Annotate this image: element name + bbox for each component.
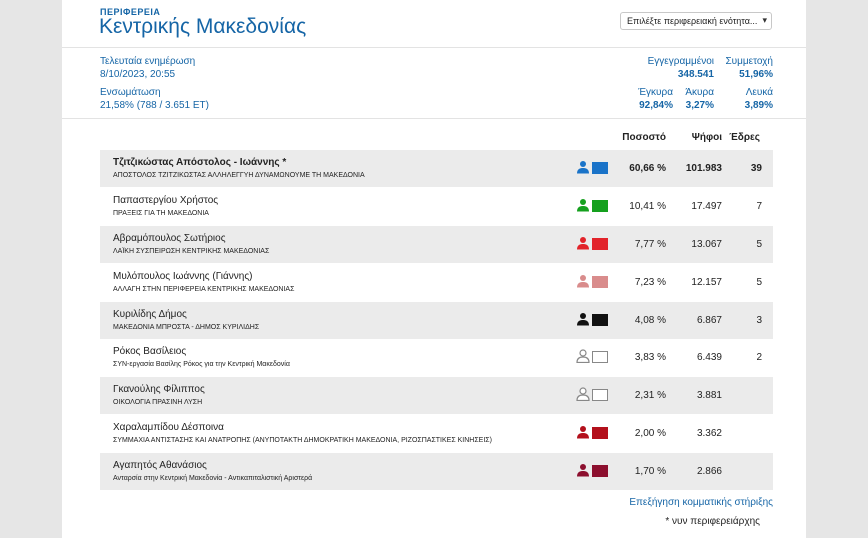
registered-label: Εγγεγραμμένοι: [647, 56, 714, 67]
chevron-down-icon: ▾: [762, 15, 767, 25]
divider: [62, 118, 806, 119]
percent-cell: 7,23 %: [634, 277, 666, 288]
party-support-link[interactable]: Επεξήγηση κομματικής στήριξης: [629, 497, 773, 508]
seats-cell: 5: [756, 277, 762, 288]
table-row[interactable]: Γκανούλης Φίλιππος ΟΙΚΟΛΟΓΙΑ ΠΡΑΣΙΝΗ ΛΥΣΗ…: [100, 377, 773, 414]
candidate-name: Αβραμόπουλος Σωτήριος: [113, 233, 226, 244]
region-unit-select[interactable]: Επιλέξτε περιφερειακή ενότητα... ▾: [620, 12, 772, 30]
party-name: ΑΛΛΑΓΗ ΣΤΗΝ ΠΕΡΙΦΕΡΕΙΑ ΚΕΝΤΡΙΚΗΣ ΜΑΚΕΔΟΝ…: [113, 286, 295, 293]
table-row[interactable]: Αγαπητός Αθανάσιος Ανταρσία στην Κεντρική…: [100, 453, 773, 490]
region-label: Περιφερεια: [100, 7, 161, 17]
candidate-name: Κυριλίδης Δήμος: [113, 309, 187, 320]
counted-label: Ενσωμάτωση: [100, 87, 161, 98]
percent-cell: 2,31 %: [634, 390, 666, 401]
footnote: * νυν περιφερειάρχης: [665, 516, 760, 527]
table-row[interactable]: Αβραμόπουλος Σωτήριος ΛΑΪΚΗ ΣΥΣΠΕΙΡΩΣΗ ΚΕ…: [100, 226, 773, 263]
turnout-label: Συμμετοχή: [725, 56, 773, 67]
percent-cell: 3,83 %: [634, 352, 666, 363]
votes-cell: 101.983: [685, 163, 722, 174]
votes-cell: 17.497: [691, 201, 722, 212]
table-row[interactable]: Μυλόπουλος Ιωάννης (Γιάννης) ΑΛΛΑΓΗ ΣΤΗΝ …: [100, 264, 773, 301]
votes-cell: 13.067: [691, 239, 722, 250]
candidate-name: Ρόκος Βασίλειος: [113, 346, 187, 357]
party-color-swatch: [592, 465, 608, 477]
counted-value: 21,58% (788 / 3.651 ΕΤ): [100, 100, 209, 111]
region-unit-select-value: Επιλέξτε περιφερειακή ενότητα...: [627, 16, 758, 26]
blank-label: Λευκά: [745, 87, 773, 98]
seats-cell: 5: [756, 239, 762, 250]
party-name: ΣΥΝ-εργασία Βασίλης Ρόκος για την Κεντρι…: [113, 361, 290, 368]
seats-cell: 3: [756, 315, 762, 326]
party-name: ΜΑΚΕΔΟΝΙΑ ΜΠΡΟΣΤΑ - ΔΗΜΟΣ ΚΥΡΙΛΙΔΗΣ: [113, 324, 260, 331]
candidate-name: Μυλόπουλος Ιωάννης (Γιάννης): [113, 271, 253, 282]
party-color-swatch: [592, 276, 608, 288]
person-icon: [576, 349, 590, 363]
invalid-value: 3,27%: [685, 100, 714, 111]
percent-cell: 60,66 %: [629, 163, 666, 174]
person-icon: [577, 313, 589, 326]
seats-cell: 2: [756, 352, 762, 363]
party-name: ΠΡΑΞΕΙΣ ΓΙΑ ΤΗ ΜΑΚΕΔΟΝΙΑ: [113, 210, 209, 217]
person-icon: [577, 161, 589, 174]
percent-cell: 1,70 %: [634, 466, 666, 477]
votes-cell: 6.867: [696, 315, 722, 326]
invalid-label: Άκυρα: [685, 87, 714, 98]
party-color-swatch: [592, 314, 608, 326]
person-icon: [577, 275, 589, 288]
votes-cell: 2.866: [696, 466, 722, 477]
blank-value: 3,89%: [744, 100, 773, 111]
person-icon: [576, 387, 590, 401]
percent-cell: 4,08 %: [634, 315, 666, 326]
person-icon: [577, 464, 589, 477]
column-header-seats: Έδρες: [729, 132, 760, 143]
party-color-swatch: [592, 389, 608, 401]
party-color-swatch: [592, 238, 608, 250]
party-name: ΛΑΪΚΗ ΣΥΣΠΕΙΡΩΣΗ ΚΕΝΤΡΙΚΗΣ ΜΑΚΕΔΟΝΙΑΣ: [113, 248, 270, 255]
last-update-label: Τελευταία ενημέρωση: [100, 56, 196, 67]
votes-cell: 3.881: [696, 390, 722, 401]
candidate-name: Χαραλαμπίδου Δέσποινα: [113, 422, 224, 433]
results-panel: Περιφερεια Κεντρικής Μακεδονίας Επιλέξτε…: [62, 0, 806, 538]
table-row[interactable]: Παπαστεργίου Χρήστος ΠΡΑΞΕΙΣ ΓΙΑ ΤΗ ΜΑΚΕΔ…: [100, 188, 773, 225]
table-row[interactable]: Ρόκος Βασίλειος ΣΥΝ-εργασία Βασίλης Ρόκος…: [100, 339, 773, 376]
seats-cell: 7: [756, 201, 762, 212]
divider: [62, 47, 806, 48]
table-row[interactable]: Κυριλίδης Δήμος ΜΑΚΕΔΟΝΙΑ ΜΠΡΟΣΤΑ - ΔΗΜΟΣ…: [100, 302, 773, 339]
page-title: Κεντρικής Μακεδονίας: [99, 15, 307, 38]
candidate-name: Αγαπητός Αθανάσιος: [113, 460, 207, 471]
percent-cell: 2,00 %: [634, 428, 666, 439]
candidate-name: Τζιτζικώστας Απόστολος - Ιωάννης *: [113, 157, 287, 168]
registered-value: 348.541: [677, 69, 714, 80]
person-icon: [577, 199, 589, 212]
person-icon: [577, 426, 589, 439]
party-name: ΑΠΟΣΤΟΛΟΣ ΤΖΙΤΖΙΚΩΣΤΑΣ ΑΛΛΗΛΕΓΓΥΗ ΔΥΝΑΜΩ…: [113, 172, 365, 179]
party-color-swatch: [592, 351, 608, 363]
votes-cell: 12.157: [691, 277, 722, 288]
party-color-swatch: [592, 427, 608, 439]
valid-label: Έγκυρα: [638, 87, 673, 98]
party-color-swatch: [592, 162, 608, 174]
party-color-swatch: [592, 200, 608, 212]
votes-cell: 6.439: [696, 352, 722, 363]
valid-value: 92,84%: [639, 100, 673, 111]
table-row[interactable]: Τζιτζικώστας Απόστολος - Ιωάννης * ΑΠΟΣΤΟ…: [100, 150, 773, 187]
turnout-value: 51,96%: [739, 69, 773, 80]
seats-cell: 39: [750, 163, 762, 174]
percent-cell: 10,41 %: [629, 201, 666, 212]
party-name: Ανταρσία στην Κεντρική Μακεδονία - Αντικ…: [113, 475, 313, 482]
party-name: ΟΙΚΟΛΟΓΙΑ ΠΡΑΣΙΝΗ ΛΥΣΗ: [113, 399, 203, 406]
person-icon: [577, 237, 589, 250]
votes-cell: 3.362: [696, 428, 722, 439]
party-name: ΣΥΜΜΑΧΙΑ ΑΝΤΙΣΤΑΣΗΣ ΚΑΙ ΑΝΑΤΡΟΠΗΣ (ΑΝΥΠΟ…: [113, 437, 492, 444]
candidate-name: Παπαστεργίου Χρήστος: [113, 195, 219, 206]
last-update-value: 8/10/2023, 20:55: [100, 69, 176, 80]
column-header-votes: Ψήφοι: [691, 132, 722, 143]
column-header-percent: Ποσοστό: [622, 132, 666, 143]
candidate-name: Γκανούλης Φίλιππος: [113, 384, 205, 395]
percent-cell: 7,77 %: [634, 239, 666, 250]
table-row[interactable]: Χαραλαμπίδου Δέσποινα ΣΥΜΜΑΧΙΑ ΑΝΤΙΣΤΑΣΗΣ…: [100, 415, 773, 452]
